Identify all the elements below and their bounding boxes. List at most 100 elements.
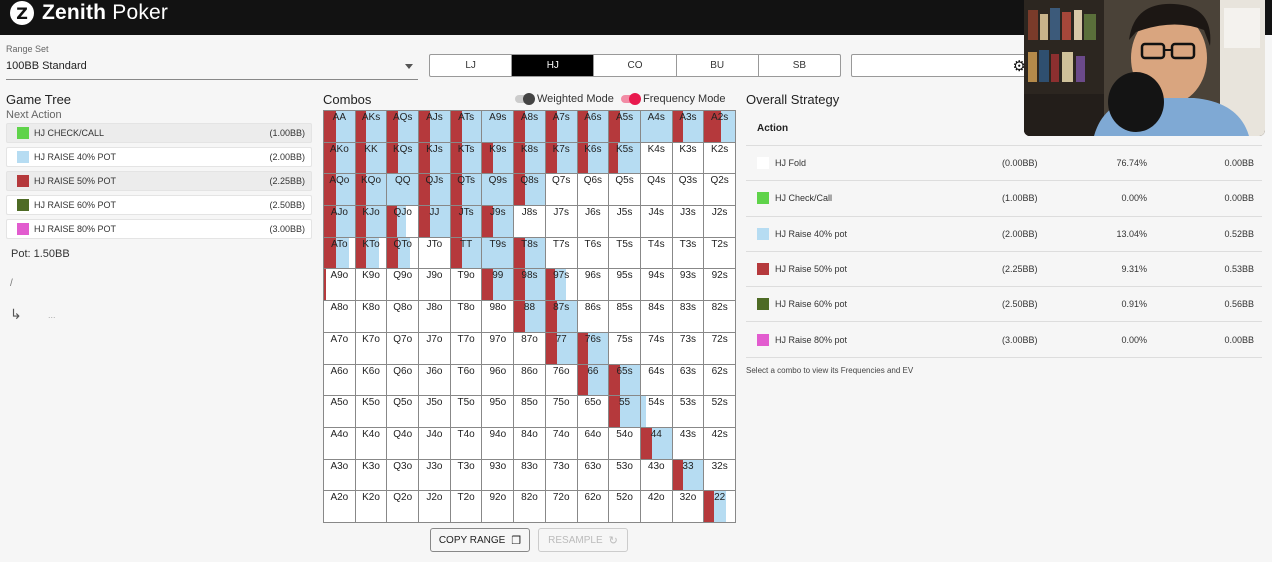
combo-cell[interactable]: TT [450, 237, 482, 269]
combo-cell[interactable]: K2o [355, 491, 387, 522]
combo-cell[interactable]: A7o [324, 332, 355, 364]
combo-cell[interactable]: 62s [704, 364, 735, 396]
combo-cell[interactable]: 93s [672, 269, 704, 301]
combo-cell[interactable]: 98s [514, 269, 545, 301]
combo-cell[interactable]: 32s [704, 459, 735, 491]
game-tree-item[interactable]: HJ RAISE 40% POT (2.00BB) [6, 147, 312, 167]
combo-cell[interactable]: QTo [387, 237, 419, 269]
combo-cell[interactable]: 83o [514, 459, 545, 491]
combo-cell[interactable]: Q5o [387, 396, 419, 427]
range-set-value-box[interactable]: 100BB Standard [6, 60, 418, 80]
combo-cell[interactable]: 32o [672, 491, 704, 522]
combo-cell[interactable]: Q7o [387, 332, 419, 364]
combo-cell[interactable]: 33 [672, 459, 704, 491]
weighted-toggle-switch[interactable] [515, 93, 535, 105]
combo-cell[interactable]: Q9s [482, 174, 514, 206]
combo-cell[interactable]: K8s [514, 142, 545, 174]
combo-cell[interactable]: JTo [419, 237, 450, 269]
combo-cell[interactable]: 42o [640, 491, 672, 522]
gear-icon[interactable]: ⚙ [1012, 58, 1026, 75]
combo-cell[interactable]: Q6o [387, 364, 419, 396]
combo-cell[interactable]: 85s [609, 301, 640, 332]
combo-cell[interactable]: Q3s [672, 174, 704, 206]
combo-cell[interactable]: AQo [324, 174, 355, 206]
combo-cell[interactable]: A6o [324, 364, 355, 396]
combo-cell[interactable]: T9s [482, 237, 514, 269]
combo-cell[interactable]: K3s [672, 142, 704, 174]
combo-cell[interactable]: J7s [545, 206, 577, 237]
combo-cell[interactable]: KJs [419, 142, 450, 174]
app-logo[interactable]: Z Zenith Poker [10, 1, 168, 25]
combo-cell[interactable]: 87s [545, 301, 577, 332]
combo-cell[interactable]: K8o [355, 301, 387, 332]
combo-cell[interactable]: T6s [577, 237, 609, 269]
tab-co[interactable]: CO [593, 55, 675, 76]
combo-cell[interactable]: ATs [450, 111, 482, 142]
combo-cell[interactable]: Q8s [514, 174, 545, 206]
combo-cell[interactable]: AKs [355, 111, 387, 142]
combo-cell[interactable]: 86s [577, 301, 609, 332]
combo-cell[interactable]: KQs [387, 142, 419, 174]
combo-cell[interactable]: J5o [419, 396, 450, 427]
combo-cell[interactable]: 88 [514, 301, 545, 332]
combo-cell[interactable]: K3o [355, 459, 387, 491]
combo-cell[interactable]: T7o [450, 332, 482, 364]
combo-cell[interactable]: KTo [355, 237, 387, 269]
combo-cell[interactable]: J6s [577, 206, 609, 237]
combo-cell[interactable]: K5o [355, 396, 387, 427]
combo-cell[interactable]: K2s [704, 142, 735, 174]
combo-cell[interactable]: A8s [514, 111, 545, 142]
tab-lj[interactable]: LJ [465, 60, 476, 71]
combo-cell[interactable]: 82s [704, 301, 735, 332]
combo-cell[interactable]: J2s [704, 206, 735, 237]
combo-cell[interactable]: AKo [324, 142, 355, 174]
combo-cell[interactable]: T8s [514, 237, 545, 269]
combo-cell[interactable]: AJs [419, 111, 450, 142]
combo-cell[interactable]: Q8o [387, 301, 419, 332]
combo-cell[interactable]: QJo [387, 206, 419, 237]
combo-cell[interactable]: 52o [609, 491, 640, 522]
combo-cell[interactable]: A6s [577, 111, 609, 142]
combo-cell[interactable]: 66 [577, 364, 609, 396]
combo-cell[interactable]: A2o [324, 491, 355, 522]
combo-cell[interactable]: 43o [640, 459, 672, 491]
combo-cell[interactable]: J4o [419, 427, 450, 459]
combo-cell[interactable]: T3o [450, 459, 482, 491]
combo-cell[interactable]: 63o [577, 459, 609, 491]
combo-cell[interactable]: JTs [450, 206, 482, 237]
combo-cell[interactable]: QQ [387, 174, 419, 206]
combo-cell[interactable]: 54o [609, 427, 640, 459]
combo-cell[interactable]: A7s [545, 111, 577, 142]
combo-cell[interactable]: J4s [640, 206, 672, 237]
frequency-mode-toggle[interactable]: Frequency Mode [621, 93, 726, 105]
combo-cell[interactable]: 55 [609, 396, 640, 427]
combo-cell[interactable]: 52s [704, 396, 735, 427]
combo-cell[interactable]: 86o [514, 364, 545, 396]
combo-cell[interactable]: Q6s [577, 174, 609, 206]
combo-cell[interactable]: KK [355, 142, 387, 174]
combo-cell[interactable]: K5s [609, 142, 640, 174]
combo-cell[interactable]: J7o [419, 332, 450, 364]
combo-cell[interactable]: J6o [419, 364, 450, 396]
combo-cell[interactable]: 97o [482, 332, 514, 364]
combo-cell[interactable]: 73o [545, 459, 577, 491]
combo-cell[interactable]: Q4s [640, 174, 672, 206]
combo-cell[interactable]: T4s [640, 237, 672, 269]
resample-button[interactable]: RESAMPLE ↻ [538, 528, 628, 552]
combo-cell[interactable]: K7o [355, 332, 387, 364]
combo-cell[interactable]: 95s [609, 269, 640, 301]
combo-cell[interactable]: A9o [324, 269, 355, 301]
combo-cell[interactable]: 94s [640, 269, 672, 301]
combo-cell[interactable]: K4o [355, 427, 387, 459]
combo-cell[interactable]: ATo [324, 237, 355, 269]
combo-cell[interactable]: A8o [324, 301, 355, 332]
combo-cell[interactable]: 76s [577, 332, 609, 364]
combo-cell[interactable]: T4o [450, 427, 482, 459]
combo-cell[interactable]: T7s [545, 237, 577, 269]
combo-cell[interactable]: 64s [640, 364, 672, 396]
combo-cell[interactable]: AQs [387, 111, 419, 142]
combo-cell[interactable]: 62o [577, 491, 609, 522]
game-tree-item[interactable]: HJ CHECK/CALL (1.00BB) [6, 123, 312, 143]
combo-cell[interactable]: J5s [609, 206, 640, 237]
combo-cell[interactable]: 84o [514, 427, 545, 459]
